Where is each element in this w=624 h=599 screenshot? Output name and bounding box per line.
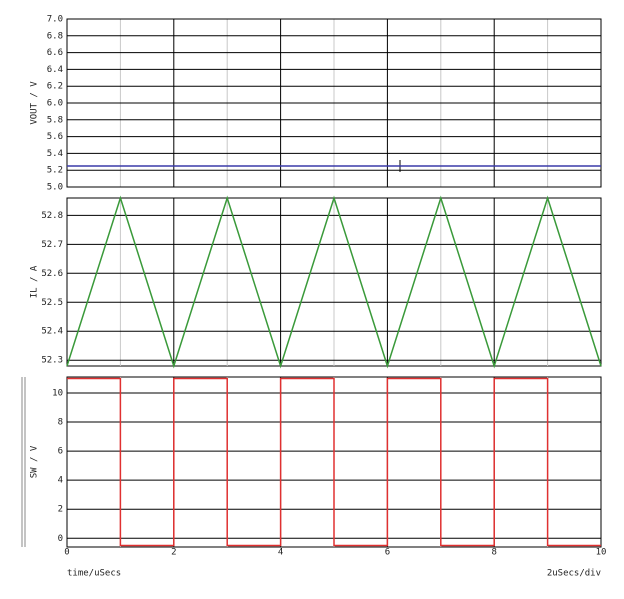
y-tick-label: 5.6 bbox=[47, 132, 63, 142]
y-tick-label: 7.0 bbox=[47, 15, 63, 25]
y-axis-label: SW / V bbox=[30, 445, 40, 478]
y-axis-label: IL / A bbox=[30, 265, 40, 298]
x-tick-label: 8 bbox=[491, 548, 496, 558]
y-tick-label: 8 bbox=[58, 418, 63, 428]
annotation: 2uSecs/div bbox=[547, 569, 601, 579]
y-tick-label: 6.2 bbox=[47, 82, 63, 92]
y-tick-label: 2 bbox=[58, 505, 63, 515]
y-tick-label: 52.3 bbox=[41, 356, 63, 366]
x-axis-label: time/uSecs bbox=[67, 569, 121, 579]
y-tick-label: 5.2 bbox=[47, 166, 63, 176]
y-tick-label: 6.0 bbox=[47, 99, 63, 109]
x-tick-label: 4 bbox=[278, 548, 283, 558]
y-tick-label: 5.0 bbox=[47, 183, 63, 193]
y-tick-label: 52.6 bbox=[41, 269, 63, 279]
y-tick-label: 6 bbox=[58, 447, 63, 457]
y-tick-label: 52.5 bbox=[41, 298, 63, 308]
x-tick-label: 10 bbox=[596, 548, 607, 558]
y-tick-label: 6.6 bbox=[47, 48, 63, 58]
y-axis-label: VOUT / V bbox=[30, 81, 40, 125]
y-tick-label: 52.8 bbox=[41, 211, 63, 221]
x-tick-label: 6 bbox=[385, 548, 390, 558]
y-tick-label: 6.8 bbox=[47, 31, 63, 41]
y-tick-label: 4 bbox=[58, 476, 63, 486]
series-line bbox=[66, 195, 602, 369]
y-tick-label: 10 bbox=[52, 388, 63, 398]
series-line bbox=[67, 377, 601, 547]
y-tick-label: 52.4 bbox=[41, 327, 63, 337]
y-tick-label: 6.4 bbox=[47, 65, 63, 75]
x-tick-label: 0 bbox=[64, 548, 69, 558]
y-tick-label: 52.7 bbox=[41, 240, 63, 250]
y-tick-label: 5.8 bbox=[47, 115, 63, 125]
y-tick-label: 5.4 bbox=[47, 149, 63, 159]
y-tick-label: 0 bbox=[58, 534, 63, 544]
x-tick-label: 2 bbox=[171, 548, 176, 558]
